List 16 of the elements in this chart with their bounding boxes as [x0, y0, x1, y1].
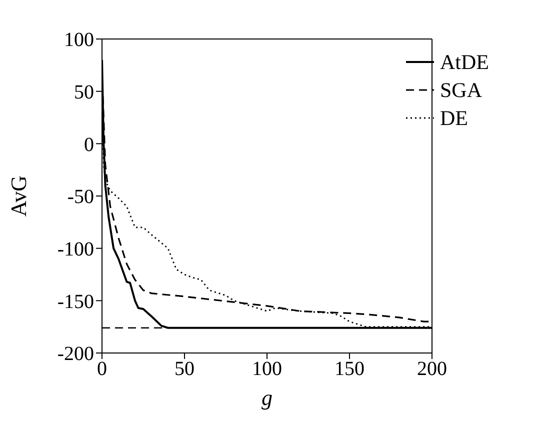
x-axis-title: g [262, 385, 272, 410]
y-tick-label: 50 [74, 81, 94, 104]
y-axis-title: AvG [6, 175, 31, 217]
x-tick-label: 50 [174, 358, 194, 380]
x-tick-label: 150 [334, 358, 364, 380]
legend-label: SGA [440, 77, 482, 104]
y-tick-label: 0 [84, 134, 94, 156]
y-tick-label: 100 [64, 29, 94, 52]
y-tick-label: -100 [57, 238, 94, 260]
y-tick-label: -50 [67, 186, 94, 208]
y-tick-label: -150 [57, 290, 94, 313]
x-tick-label: 200 [417, 358, 447, 380]
x-tick-label: 100 [252, 358, 282, 380]
y-tick-label: -200 [57, 343, 94, 366]
legend-label: AtDE [440, 49, 489, 76]
legend-label: DE [440, 105, 468, 132]
